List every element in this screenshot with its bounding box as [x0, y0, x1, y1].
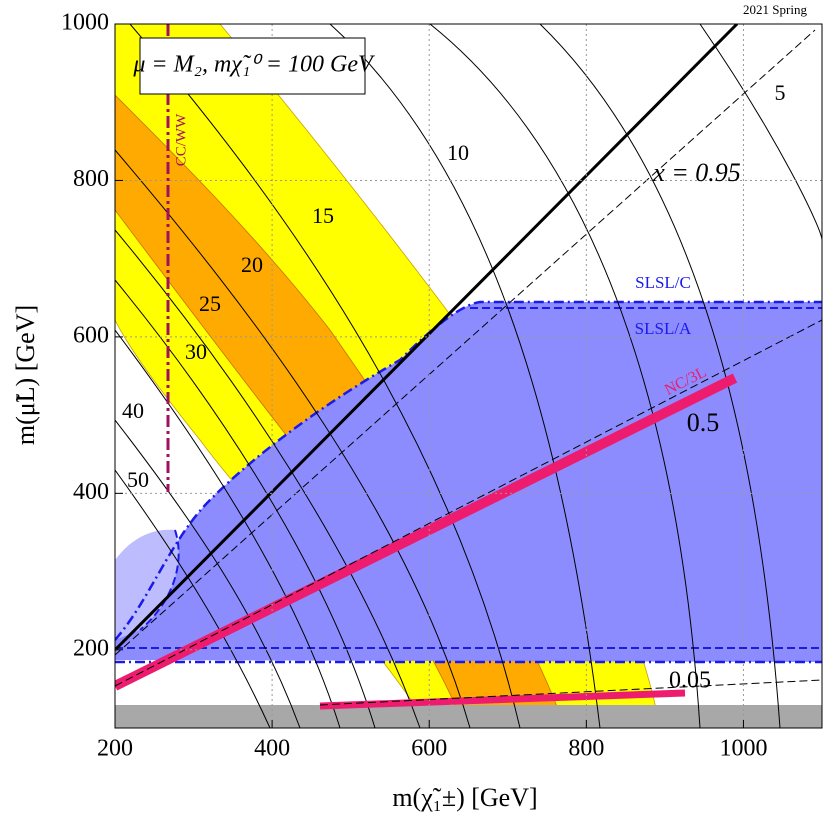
- regions: [115, 24, 822, 728]
- annotation: SLSL/A: [635, 319, 692, 338]
- y-tick-label: 400: [73, 479, 109, 505]
- x-tick-label: 1000: [719, 736, 767, 762]
- nc-3l-band: [115, 373, 738, 691]
- contour-label: 10: [447, 140, 469, 165]
- chart-title: μ = M₂, mχ̃₁⁰ = 100 GeV: [132, 52, 375, 78]
- contour-label: 5: [775, 80, 786, 105]
- title-box: [139, 37, 366, 95]
- annotation: SLSL/C: [635, 273, 691, 292]
- contour-label: 25: [199, 291, 221, 316]
- contour-curves: [115, 24, 822, 728]
- blue-boundary-a: [115, 307, 822, 649]
- y-tick-label: 1000: [61, 10, 109, 36]
- x-tick-label: 800: [568, 736, 604, 762]
- plot-frame: [114, 23, 823, 729]
- annotation: CC/WW: [173, 113, 189, 166]
- annotation: 0.5: [687, 408, 720, 437]
- x-axis-label: m(χ̃₁±) [GeV]: [392, 783, 537, 812]
- ratio-05-dashed: [115, 319, 822, 687]
- contour-label: 15: [312, 203, 334, 228]
- annotation: 0.05: [669, 668, 711, 694]
- x-tick-label: 400: [254, 736, 290, 762]
- y-tick-label: 600: [73, 322, 109, 348]
- y-tick-label: 800: [73, 166, 109, 192]
- contour-label: 30: [185, 339, 207, 364]
- excluded-gray: [115, 705, 822, 728]
- contour-label: 20: [241, 252, 263, 277]
- ratio-095-dashed: [115, 29, 816, 656]
- x-tick-label: 200: [97, 736, 133, 762]
- contour-label: 50: [127, 467, 149, 492]
- x-tick-label: 600: [411, 736, 447, 762]
- y-tick-label: 200: [73, 635, 109, 661]
- light-blue-region: [115, 529, 179, 640]
- annotation: x = 0.95: [652, 158, 741, 187]
- nc-3l-band-low: [319, 689, 686, 710]
- annotation: 2021 Spring: [743, 2, 807, 17]
- contour-label: 40: [122, 398, 144, 423]
- blue-region: [115, 302, 822, 662]
- y-axis-label: m(μ̃L) [GeV]: [11, 305, 40, 445]
